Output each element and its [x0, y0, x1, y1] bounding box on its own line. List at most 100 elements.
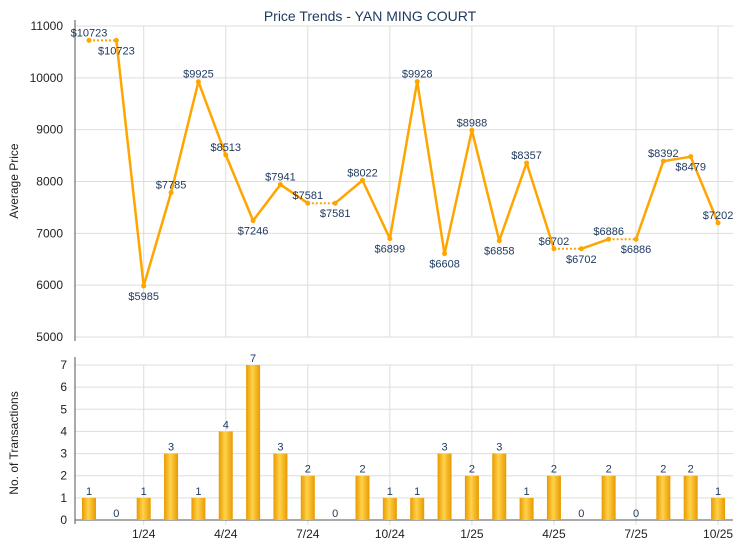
price-point	[141, 283, 147, 289]
price-y-tick-label: 11000	[31, 19, 64, 33]
price-point	[688, 154, 694, 160]
transactions-y-tick-label: 2	[60, 469, 67, 483]
transaction-bar	[191, 497, 206, 520]
price-point	[496, 238, 502, 244]
price-point	[551, 246, 557, 252]
transaction-bar	[164, 453, 179, 520]
transactions-y-tick-label: 1	[60, 491, 67, 505]
price-y-tick-label: 5000	[36, 330, 63, 344]
price-y-tick-label: 10000	[30, 71, 64, 85]
price-point	[223, 152, 229, 158]
x-tick-label: 1/24	[132, 527, 156, 541]
transaction-bar-label: 3	[496, 442, 502, 454]
transaction-bar-label: 1	[715, 486, 721, 498]
price-y-tick-label: 8000	[36, 175, 63, 189]
transaction-bar-label: 1	[524, 486, 530, 498]
transaction-bar	[464, 475, 479, 520]
price-point-label: $6886	[593, 226, 624, 238]
price-y-tick-label: 9000	[36, 123, 63, 137]
transaction-bar	[519, 497, 534, 520]
price-point	[387, 236, 393, 242]
price-point	[606, 236, 612, 242]
price-point-label: $8022	[347, 167, 378, 179]
price-point-label: $10723	[71, 27, 108, 39]
price-point	[195, 79, 201, 85]
price-point	[305, 200, 311, 206]
transactions-y-tick-label: 3	[60, 447, 67, 461]
transaction-bar-label: 0	[332, 508, 338, 520]
price-point	[360, 177, 365, 183]
price-y-tick-label: 7000	[36, 226, 63, 240]
transaction-bar-label: 0	[578, 508, 584, 520]
price-y-tick-label: 6000	[36, 278, 63, 292]
transaction-bar	[136, 497, 151, 520]
price-point-label: $7202	[703, 210, 734, 222]
price-point-label: $9928	[402, 69, 433, 81]
price-line-segment	[224, 154, 255, 222]
price-point-label: $6899	[375, 244, 406, 256]
transaction-bar	[82, 497, 96, 520]
transaction-bar	[218, 431, 233, 520]
price-point-label: $7785	[156, 180, 187, 192]
price-point-label: $8392	[648, 148, 679, 160]
transaction-bar	[601, 475, 616, 520]
transaction-bar-label: 2	[305, 464, 311, 476]
transaction-bar	[382, 497, 397, 520]
transaction-bar-label: 2	[606, 464, 612, 476]
transactions-y-tick-label: 5	[60, 402, 67, 416]
price-point-label: $10723	[98, 45, 135, 57]
price-point-label: $8479	[675, 162, 706, 174]
price-point-label: $6858	[484, 246, 515, 258]
price-line-segment	[252, 183, 282, 222]
price-point-label: $9925	[183, 69, 214, 81]
transaction-bar	[437, 453, 452, 520]
price-point	[524, 160, 530, 166]
price-line-segment	[197, 81, 227, 156]
transaction-bar-label: 0	[633, 508, 639, 520]
transaction-bar-label: 2	[551, 464, 557, 476]
transaction-bar-label: 1	[414, 486, 420, 498]
price-point	[469, 127, 475, 133]
price-line-segment	[415, 81, 446, 254]
transaction-bar-label: 3	[277, 442, 283, 454]
price-line-segment	[663, 155, 691, 163]
transaction-bar	[683, 475, 698, 520]
transactions-y-tick-label: 7	[60, 358, 67, 372]
price-point-label: $6608	[429, 259, 460, 271]
transaction-bar-label: 1	[195, 486, 201, 498]
price-point	[442, 251, 448, 257]
transaction-bar	[711, 497, 726, 520]
transactions-y-tick-label: 0	[60, 513, 67, 527]
transaction-bar	[656, 475, 671, 520]
price-point	[633, 236, 639, 242]
transaction-bar-label: 3	[441, 442, 447, 454]
x-tick-label: 4/24	[214, 527, 238, 541]
x-tick-label: 7/25	[624, 527, 648, 541]
price-point	[168, 190, 174, 196]
transaction-bar-label: 4	[223, 419, 229, 431]
price-line-segment	[388, 81, 419, 239]
price-point-label: $5985	[128, 291, 159, 303]
x-tick-label: 1/25	[460, 527, 484, 541]
price-line-segment	[279, 183, 309, 205]
price-point	[250, 218, 256, 224]
price-line-segment	[525, 162, 556, 250]
x-tick-label: 10/25	[703, 527, 733, 541]
transactions-y-tick-label: 4	[60, 424, 67, 438]
transaction-bar	[355, 475, 370, 520]
price-line-segment	[498, 162, 528, 242]
x-tick-label: 4/25	[542, 527, 566, 541]
transaction-bar	[273, 453, 288, 520]
price-line-segment	[634, 160, 665, 240]
price-line-segment	[169, 81, 200, 193]
price-point-label: $7246	[238, 226, 269, 238]
price-point-label: $7941	[265, 172, 296, 184]
transaction-bar	[546, 475, 561, 520]
x-tick-label: 10/24	[375, 527, 405, 541]
transaction-bar-label: 3	[168, 442, 174, 454]
transaction-bar-label: 1	[387, 486, 393, 498]
transaction-bar	[300, 475, 315, 520]
price-point	[86, 37, 92, 43]
transaction-bar-label: 2	[660, 464, 666, 476]
